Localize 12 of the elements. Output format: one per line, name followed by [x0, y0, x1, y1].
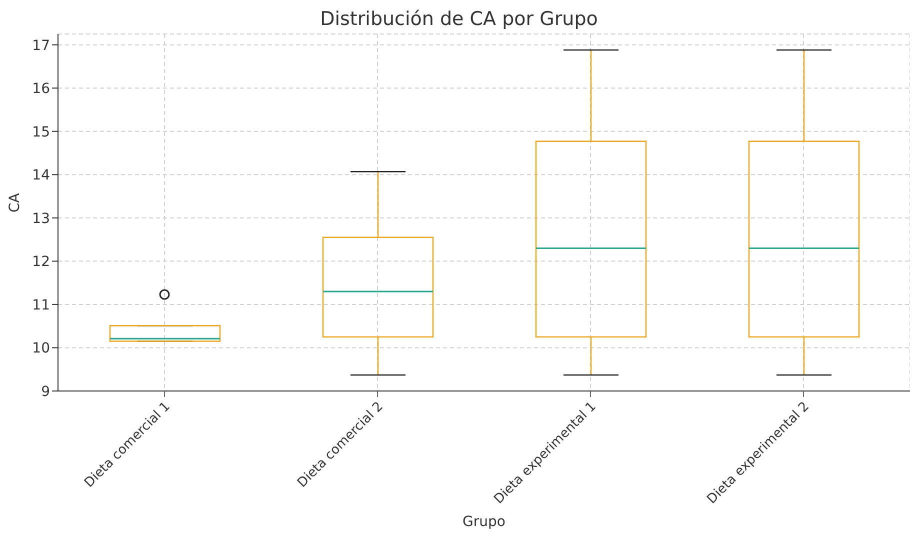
y-tick-label: 13 [32, 210, 50, 227]
y-tick-label: 9 [41, 384, 50, 400]
y-tick-label: 14 [32, 168, 50, 184]
y-tick-label: 11 [32, 297, 50, 314]
y-axis-title: CA [6, 192, 23, 212]
y-tick-label: 16 [32, 81, 50, 98]
y-tick-label: 17 [32, 38, 50, 54]
y-tick-label: 12 [32, 254, 50, 270]
y-tick-label: 10 [32, 340, 50, 357]
y-tick-label: 15 [32, 124, 50, 140]
chart-title: Distribución de CA por Grupo [319, 8, 599, 30]
x-axis-title: Grupo [462, 514, 506, 530]
